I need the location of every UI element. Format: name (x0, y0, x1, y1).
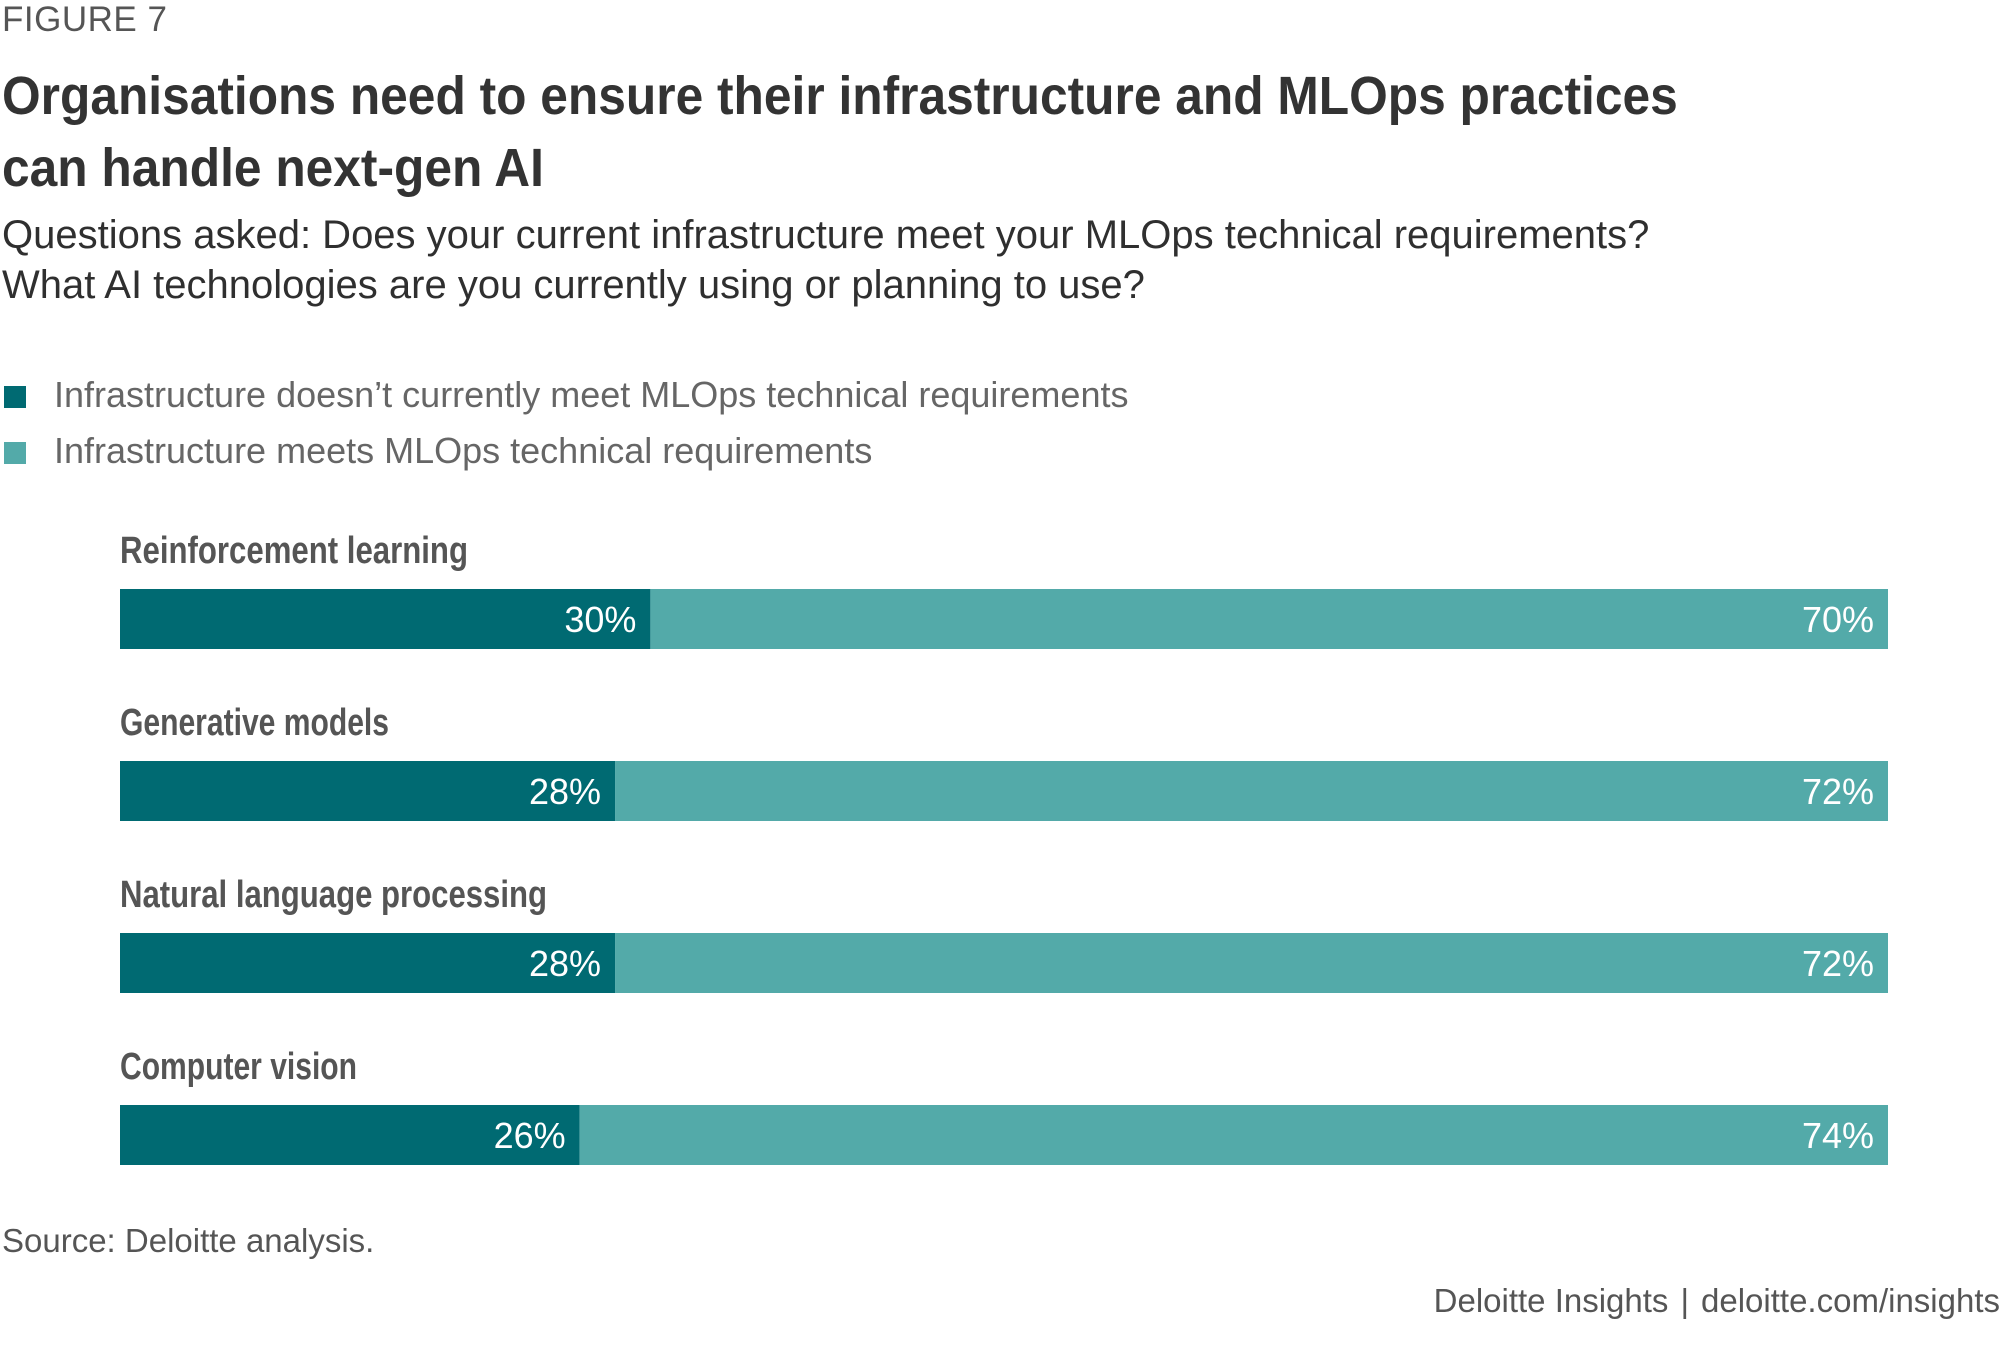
data-label-natural-language-processing-meets: 72% (1802, 943, 1874, 984)
bar-natural-language-processing-meets (615, 933, 1888, 993)
chart-title: Organisations need to ensure their infra… (2, 66, 1678, 198)
data-label-reinforcement-learning-not-meet: 30% (564, 599, 636, 640)
data-label-natural-language-processing-not-meet: 28% (529, 943, 601, 984)
footer-brand: Deloitte Insights (1433, 1282, 1669, 1319)
figure-label: FIGURE 7 (2, 0, 168, 39)
data-label-computer-vision-meets: 74% (1802, 1115, 1874, 1156)
subtitle-line-1: Questions asked: Does your current infra… (2, 213, 1650, 257)
data-label-generative-models-meets: 72% (1802, 771, 1874, 812)
category-label-reinforcement-learning: Reinforcement learning (120, 530, 468, 572)
bar-computer-vision-not-meet (120, 1105, 580, 1165)
legend-swatch-meets (4, 442, 26, 464)
category-label-computer-vision: Computer vision (120, 1046, 357, 1088)
stacked-bar-chart: Reinforcement learning 30% 70% Generative m… (120, 530, 1889, 1165)
footer-url: deloitte.com/insights (1701, 1282, 2000, 1319)
bar-generative-models-meets (615, 761, 1888, 821)
footer: Deloitte Insights | deloitte.com/insights (1434, 1282, 2000, 1320)
legend-swatch-not-meet (4, 386, 26, 408)
bar-reinforcement-learning-not-meet (120, 589, 651, 649)
data-label-generative-models-not-meet: 28% (529, 771, 601, 812)
bar-computer-vision-meets (579, 1105, 1889, 1165)
source-note: Source: Deloitte analysis. (2, 1222, 375, 1259)
category-label-generative-models: Generative models (120, 702, 389, 744)
category-label-natural-language-processing: Natural language processing (120, 874, 547, 916)
chart-subtitle: Questions asked: Does your current infra… (2, 210, 1982, 310)
bar-natural-language-processing-not-meet (120, 933, 616, 993)
footer-separator: | (1680, 1282, 1690, 1319)
subtitle-line-2: What AI technologies are you currently u… (2, 263, 1145, 307)
legend-label-not-meet: Infrastructure doesn’t currently meet ML… (54, 374, 1129, 415)
data-label-computer-vision-not-meet: 26% (494, 1115, 566, 1156)
bar-generative-models-not-meet (120, 761, 616, 821)
data-label-reinforcement-learning-meets: 70% (1802, 599, 1874, 640)
legend-label-meets: Infrastructure meets MLOps technical req… (54, 430, 873, 471)
bar-reinforcement-learning-meets (650, 589, 1888, 649)
